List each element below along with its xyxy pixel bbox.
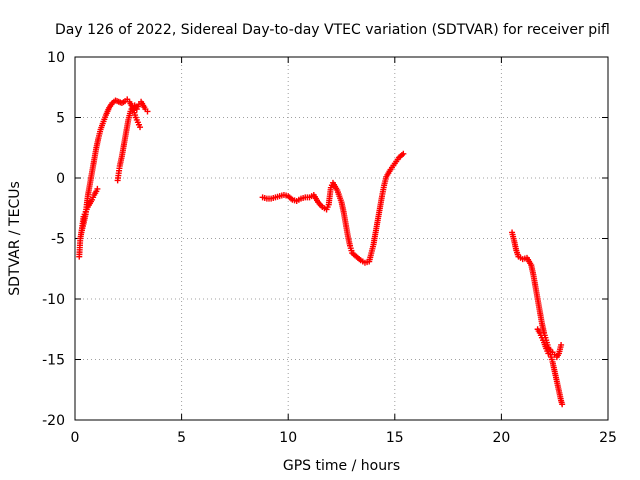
y-tick-labels: -20 -15 -10 -5 0 5 10 — [42, 50, 65, 429]
grid-lines — [75, 57, 608, 420]
x-tick-label: 20 — [492, 430, 510, 446]
plot-frame — [74, 56, 609, 421]
chart-title: Day 126 of 2022, Sidereal Day-to-day VTE… — [55, 22, 610, 38]
data-point — [144, 108, 151, 115]
y-tick-label: 0 — [56, 171, 65, 187]
y-axis-label: SDTVAR / TECUs — [7, 181, 23, 296]
x-tick-label: 0 — [71, 430, 80, 446]
x-axis-label: GPS time / hours — [283, 458, 400, 474]
data-points — [76, 96, 566, 408]
axis-ticks — [74, 56, 609, 421]
y-tick-label: 10 — [47, 50, 65, 66]
y-tick-label: -15 — [42, 353, 65, 369]
y-tick-label: -20 — [42, 413, 65, 429]
x-tick-label: 15 — [386, 430, 404, 446]
x-tick-label: 5 — [177, 430, 186, 446]
data-point — [94, 185, 101, 192]
y-tick-label: 5 — [56, 111, 65, 127]
y-tick-label: -5 — [51, 232, 65, 248]
data-point — [559, 401, 566, 408]
data-point — [558, 341, 565, 348]
x-tick-label: 10 — [279, 430, 297, 446]
data-point — [137, 124, 144, 131]
data-point — [400, 150, 407, 157]
y-tick-label: -10 — [42, 292, 65, 308]
x-tick-labels: 0 5 10 15 20 25 — [71, 430, 617, 446]
x-tick-label: 25 — [599, 430, 617, 446]
